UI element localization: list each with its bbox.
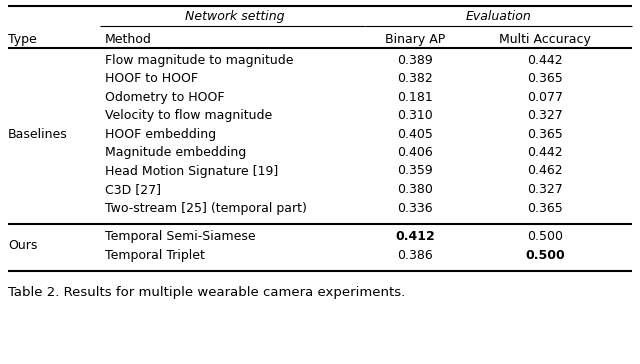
Text: 0.077: 0.077 bbox=[527, 91, 563, 103]
Text: Baselines: Baselines bbox=[8, 127, 68, 141]
Text: HOOF embedding: HOOF embedding bbox=[105, 127, 216, 141]
Text: Flow magnitude to magnitude: Flow magnitude to magnitude bbox=[105, 54, 294, 67]
Text: 0.500: 0.500 bbox=[527, 230, 563, 243]
Text: Temporal Semi-Siamese: Temporal Semi-Siamese bbox=[105, 230, 255, 243]
Text: Evaluation: Evaluation bbox=[466, 9, 531, 23]
Text: Network setting: Network setting bbox=[185, 9, 285, 23]
Text: 0.405: 0.405 bbox=[397, 127, 433, 141]
Text: 0.386: 0.386 bbox=[397, 249, 433, 262]
Text: C3D [27]: C3D [27] bbox=[105, 183, 161, 196]
Text: Temporal Triplet: Temporal Triplet bbox=[105, 249, 205, 262]
Text: Method: Method bbox=[105, 32, 152, 46]
Text: 0.382: 0.382 bbox=[397, 72, 433, 85]
Text: 0.365: 0.365 bbox=[527, 202, 563, 214]
Text: 0.389: 0.389 bbox=[397, 54, 433, 67]
Text: 0.359: 0.359 bbox=[397, 165, 433, 178]
Text: Ours: Ours bbox=[8, 240, 37, 252]
Text: Odometry to HOOF: Odometry to HOOF bbox=[105, 91, 225, 103]
Text: 0.327: 0.327 bbox=[527, 109, 563, 122]
Text: Type: Type bbox=[8, 32, 36, 46]
Text: 0.500: 0.500 bbox=[525, 249, 565, 262]
Text: 0.310: 0.310 bbox=[397, 109, 433, 122]
Text: 0.181: 0.181 bbox=[397, 91, 433, 103]
Text: 0.462: 0.462 bbox=[527, 165, 563, 178]
Text: Multi Accuracy: Multi Accuracy bbox=[499, 32, 591, 46]
Text: 0.412: 0.412 bbox=[395, 230, 435, 243]
Text: 0.365: 0.365 bbox=[527, 127, 563, 141]
Text: Velocity to flow magnitude: Velocity to flow magnitude bbox=[105, 109, 272, 122]
Text: 0.442: 0.442 bbox=[527, 146, 563, 159]
Text: HOOF to HOOF: HOOF to HOOF bbox=[105, 72, 198, 85]
Text: Two-stream [25] (temporal part): Two-stream [25] (temporal part) bbox=[105, 202, 307, 214]
Text: 0.327: 0.327 bbox=[527, 183, 563, 196]
Text: 0.380: 0.380 bbox=[397, 183, 433, 196]
Text: 0.442: 0.442 bbox=[527, 54, 563, 67]
Text: 0.365: 0.365 bbox=[527, 72, 563, 85]
Text: Head Motion Signature [19]: Head Motion Signature [19] bbox=[105, 165, 278, 178]
Text: Table 2. Results for multiple wearable camera experiments.: Table 2. Results for multiple wearable c… bbox=[8, 286, 405, 300]
Text: Binary AP: Binary AP bbox=[385, 32, 445, 46]
Text: 0.406: 0.406 bbox=[397, 146, 433, 159]
Text: Magnitude embedding: Magnitude embedding bbox=[105, 146, 246, 159]
Text: 0.336: 0.336 bbox=[397, 202, 433, 214]
